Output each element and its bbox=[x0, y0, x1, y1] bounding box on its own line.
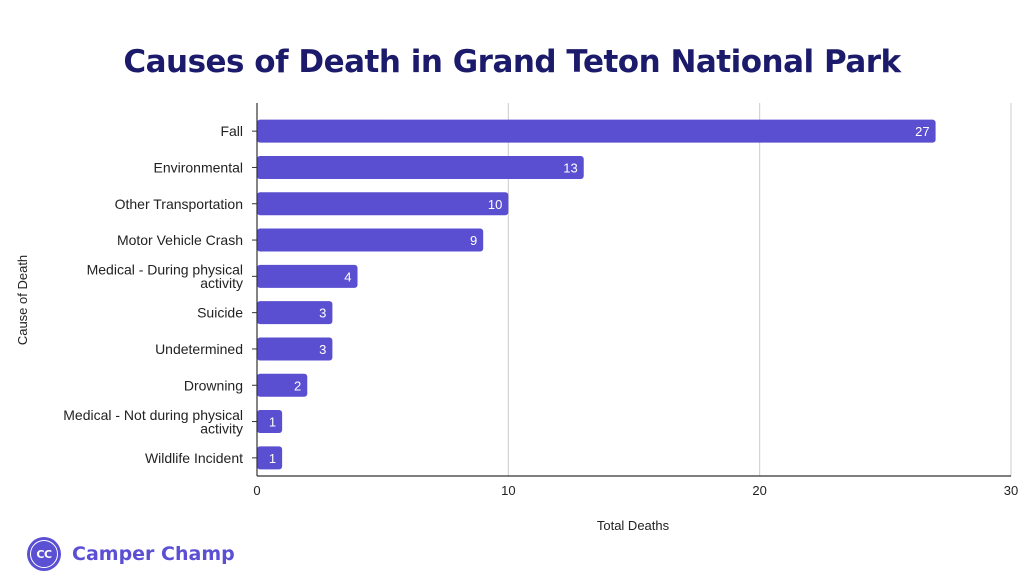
data-label-2: 10 bbox=[488, 197, 502, 212]
x-axis-title: Total Deaths bbox=[597, 518, 670, 533]
bar-3 bbox=[257, 228, 484, 252]
category-label-line: Motor Vehicle Crash bbox=[117, 232, 243, 248]
axes bbox=[252, 103, 1011, 477]
category-label-line: Other Transportation bbox=[115, 196, 243, 212]
category-label-3: Motor Vehicle Crash bbox=[117, 232, 243, 248]
brand-logo-text: CC bbox=[30, 540, 58, 568]
chart-title: Causes of Death in Grand Teton National … bbox=[123, 44, 901, 80]
category-label-line: Fall bbox=[220, 123, 243, 139]
brand-logo-icon: CC bbox=[27, 537, 61, 571]
bar-1 bbox=[257, 155, 584, 179]
category-label-line: Wildlife Incident bbox=[145, 450, 243, 466]
bar-8 bbox=[257, 410, 283, 434]
bar-4 bbox=[257, 264, 358, 288]
category-label-line: Undetermined bbox=[155, 341, 243, 357]
category-label-5: Suicide bbox=[197, 305, 243, 321]
x-tick-label-30: 30 bbox=[1004, 483, 1018, 498]
data-label-4: 4 bbox=[344, 269, 351, 284]
data-label-8: 1 bbox=[269, 415, 276, 430]
category-label-4: Medical - During physical activity bbox=[87, 262, 243, 292]
x-tick-label-10: 10 bbox=[501, 483, 515, 498]
data-label-6: 3 bbox=[319, 342, 326, 357]
brand-name: Camper Champ bbox=[72, 543, 235, 565]
x-tick-label-20: 20 bbox=[752, 483, 766, 498]
category-label-line: Medical - During physical bbox=[87, 262, 243, 278]
bar-0 bbox=[257, 119, 936, 143]
category-label-1: Environmental bbox=[154, 159, 244, 175]
category-label-8: Medical - Not during physical activity bbox=[63, 407, 243, 437]
bar-9 bbox=[257, 446, 283, 470]
brand-footer: CC Camper Champ bbox=[27, 536, 235, 572]
category-label-line: Suicide bbox=[197, 305, 243, 321]
bar-6 bbox=[257, 337, 333, 361]
data-label-3: 9 bbox=[470, 233, 477, 248]
data-label-0: 27 bbox=[915, 124, 929, 139]
category-label-6: Undetermined bbox=[155, 341, 243, 357]
category-label-line: Medical - Not during physical bbox=[63, 407, 243, 423]
bar-7 bbox=[257, 373, 308, 397]
bar-5 bbox=[257, 301, 333, 325]
category-label-9: Wildlife Incident bbox=[145, 450, 243, 466]
data-label-7: 2 bbox=[294, 378, 301, 393]
category-label-line: activity bbox=[200, 420, 243, 436]
data-label-5: 3 bbox=[319, 306, 326, 321]
category-label-7: Drowning bbox=[184, 377, 243, 393]
data-label-9: 1 bbox=[269, 451, 276, 466]
bars bbox=[257, 119, 936, 470]
category-label-line: Drowning bbox=[184, 377, 243, 393]
x-tick-label-0: 0 bbox=[253, 483, 260, 498]
bar-2 bbox=[257, 192, 509, 216]
category-label-2: Other Transportation bbox=[115, 196, 243, 212]
data-label-1: 13 bbox=[563, 160, 577, 175]
category-label-0: Fall bbox=[220, 123, 243, 139]
category-label-line: activity bbox=[200, 275, 243, 291]
y-axis-title: Cause of Death bbox=[15, 255, 30, 345]
category-label-line: Environmental bbox=[154, 159, 244, 175]
